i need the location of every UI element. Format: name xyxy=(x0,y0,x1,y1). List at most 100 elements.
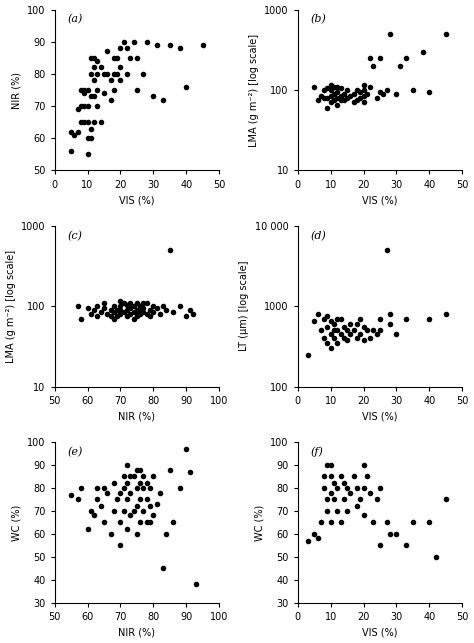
Point xyxy=(392,529,400,539)
Point xyxy=(117,540,124,550)
Point xyxy=(360,460,367,470)
Point xyxy=(337,471,344,482)
Point xyxy=(340,322,347,332)
Point xyxy=(330,333,338,343)
Point xyxy=(324,494,331,505)
Point xyxy=(370,325,377,336)
Point xyxy=(343,325,351,336)
Point xyxy=(137,478,144,489)
Point xyxy=(133,298,141,308)
Point xyxy=(146,501,154,511)
Point xyxy=(356,494,364,505)
Point xyxy=(137,517,144,527)
Point xyxy=(320,483,328,493)
Point xyxy=(327,517,335,527)
Point xyxy=(84,149,91,159)
Point xyxy=(402,53,410,63)
Point xyxy=(110,307,118,317)
Point xyxy=(91,511,98,521)
Point xyxy=(330,478,338,489)
Point xyxy=(127,487,134,498)
Point xyxy=(133,464,141,475)
Point xyxy=(324,83,331,93)
Point xyxy=(113,311,121,322)
Point xyxy=(327,343,335,354)
Point xyxy=(333,314,341,324)
Y-axis label: LMA (g m⁻²) [log scale]: LMA (g m⁻²) [log scale] xyxy=(6,249,16,363)
Point xyxy=(370,517,377,527)
Point xyxy=(373,93,381,103)
Point xyxy=(356,329,364,340)
Point xyxy=(360,80,367,90)
Point xyxy=(327,471,335,482)
Point xyxy=(324,93,331,103)
Point xyxy=(107,311,114,322)
Point xyxy=(91,53,98,63)
Point xyxy=(140,506,147,516)
Point xyxy=(346,487,354,498)
Point xyxy=(442,309,450,319)
Point xyxy=(127,511,134,521)
Point xyxy=(133,53,141,63)
Point xyxy=(130,301,137,311)
Point xyxy=(327,316,335,327)
Point xyxy=(146,483,154,493)
Point xyxy=(392,89,400,99)
Point xyxy=(113,69,121,79)
Point xyxy=(327,97,335,107)
Point xyxy=(373,329,381,340)
Point xyxy=(127,309,134,319)
Point xyxy=(110,69,118,79)
Y-axis label: LT (μm) [log scale]: LT (μm) [log scale] xyxy=(239,261,249,352)
Point xyxy=(340,333,347,343)
Point xyxy=(360,85,367,95)
Point xyxy=(100,298,108,308)
Point xyxy=(376,53,384,63)
Point xyxy=(333,93,341,103)
Point xyxy=(94,301,101,311)
Point xyxy=(130,307,137,317)
Point xyxy=(182,82,190,92)
Point xyxy=(94,85,101,95)
Point xyxy=(130,314,137,324)
Point xyxy=(383,517,391,527)
Point xyxy=(140,483,147,493)
Point xyxy=(426,314,433,324)
Point xyxy=(133,529,141,539)
Point xyxy=(130,37,137,47)
Text: (b): (b) xyxy=(311,14,327,24)
Point xyxy=(77,101,85,111)
Point xyxy=(159,301,167,311)
Point xyxy=(333,483,341,493)
Point xyxy=(120,471,128,482)
Point xyxy=(396,60,403,71)
Point xyxy=(140,471,147,482)
Point xyxy=(402,314,410,324)
Point xyxy=(137,301,144,311)
Point xyxy=(360,91,367,101)
Point xyxy=(77,117,85,127)
Point xyxy=(324,311,331,322)
Point xyxy=(123,300,131,310)
Point xyxy=(304,536,311,546)
Point xyxy=(346,329,354,340)
Point xyxy=(97,62,104,73)
Point xyxy=(100,483,108,493)
Point xyxy=(123,311,131,322)
Point xyxy=(156,487,164,498)
Point xyxy=(87,91,95,102)
Point xyxy=(304,350,311,360)
Point xyxy=(91,91,98,102)
Point xyxy=(340,478,347,489)
Point xyxy=(320,93,328,103)
Point xyxy=(74,127,82,137)
Text: (a): (a) xyxy=(68,14,83,24)
Point xyxy=(310,316,318,327)
Point xyxy=(123,69,131,79)
Point xyxy=(353,85,361,95)
Point xyxy=(127,471,134,482)
Point xyxy=(94,56,101,66)
Point xyxy=(117,305,124,315)
Point xyxy=(333,338,341,348)
Point xyxy=(84,85,91,95)
